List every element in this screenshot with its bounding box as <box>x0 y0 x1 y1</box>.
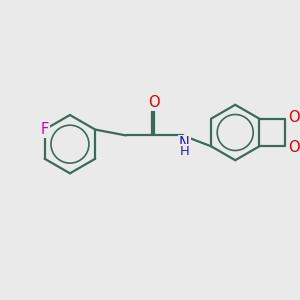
Text: O: O <box>288 140 299 155</box>
Text: N: N <box>179 136 190 151</box>
Text: O: O <box>148 95 159 110</box>
Text: F: F <box>40 122 49 137</box>
Text: O: O <box>288 110 299 125</box>
Text: H: H <box>179 145 189 158</box>
